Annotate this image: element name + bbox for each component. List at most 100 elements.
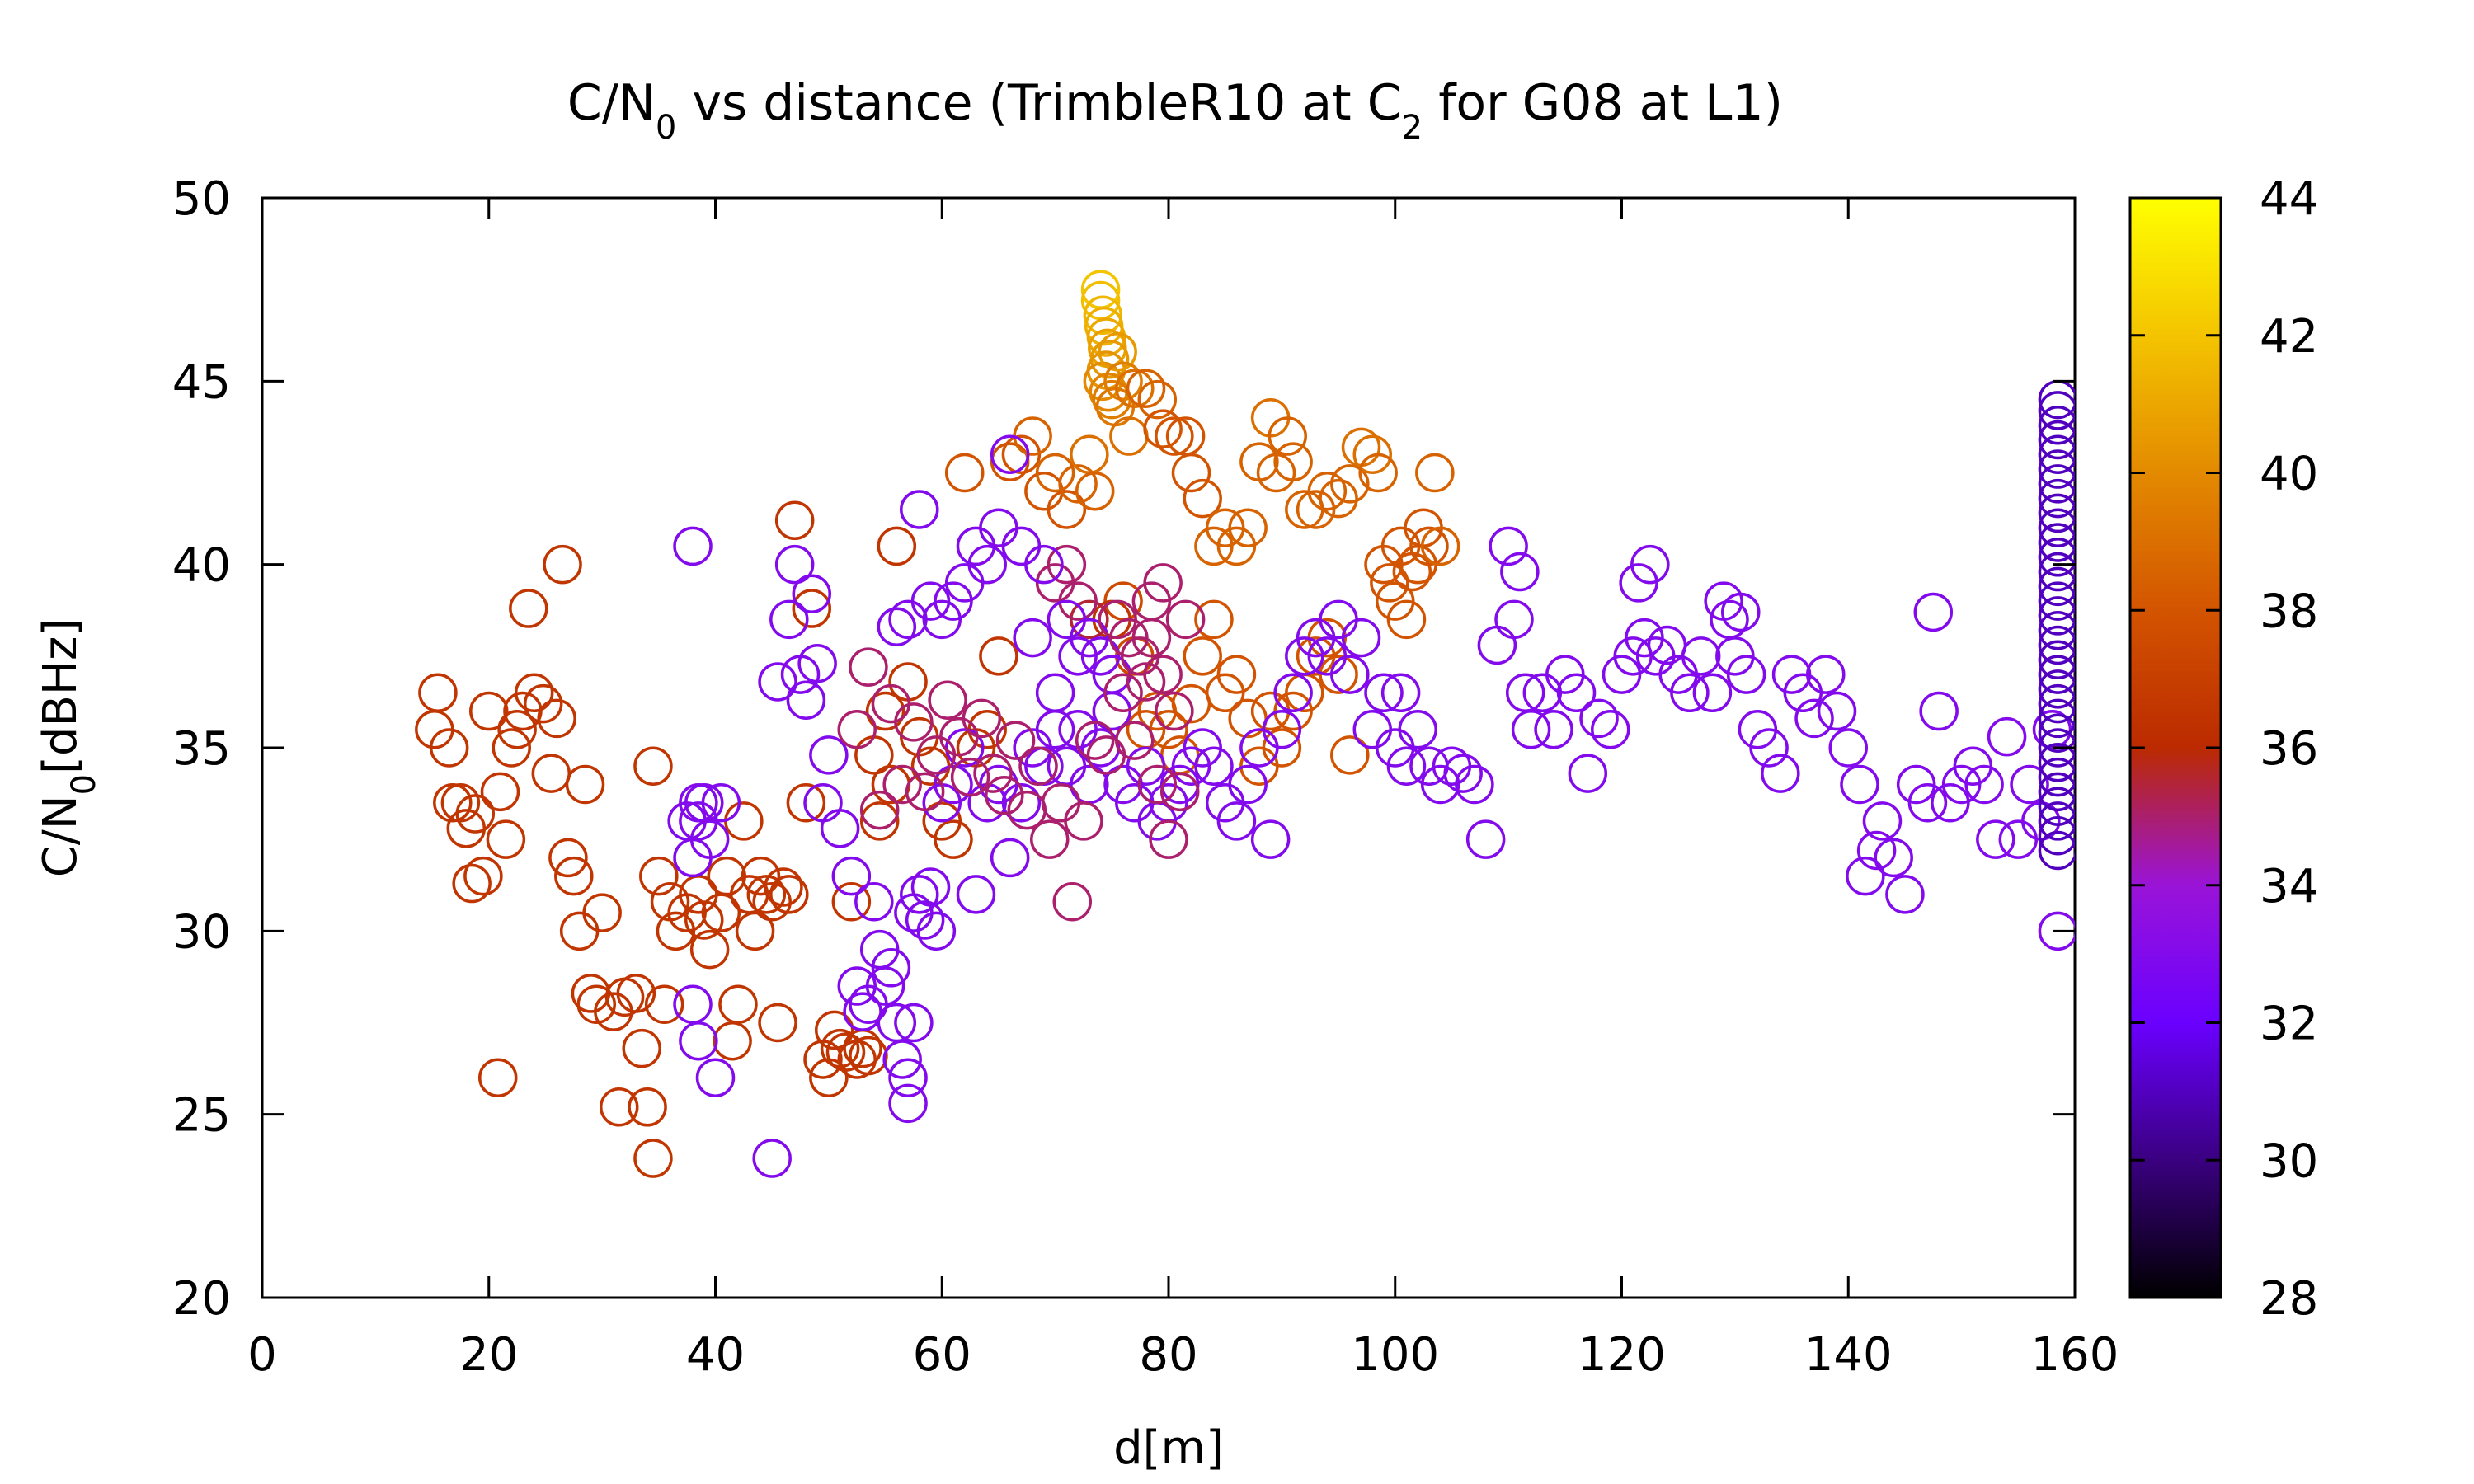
data-point bbox=[1341, 427, 1381, 467]
data-point bbox=[1047, 490, 1087, 529]
data-point bbox=[1415, 453, 1455, 493]
data-point bbox=[1987, 716, 2027, 757]
data-point bbox=[2038, 655, 2075, 694]
data-point bbox=[1579, 698, 1619, 739]
data-point bbox=[877, 607, 917, 647]
data-point bbox=[990, 838, 1030, 878]
colorbar-tick-label: 36 bbox=[2260, 722, 2318, 776]
colorbar-tick-label: 34 bbox=[2260, 860, 2318, 913]
data-point bbox=[985, 776, 1024, 815]
data-point bbox=[786, 782, 826, 823]
data-point bbox=[633, 1139, 673, 1178]
data-point bbox=[837, 710, 877, 749]
data-point bbox=[1155, 416, 1194, 456]
y-tick-label: 45 bbox=[172, 355, 231, 409]
data-point bbox=[916, 911, 957, 951]
data-point bbox=[1183, 636, 1222, 676]
data-point bbox=[910, 867, 951, 907]
data-point bbox=[1194, 599, 1234, 640]
data-point bbox=[2038, 830, 2075, 871]
data-point bbox=[1670, 673, 1710, 713]
data-point bbox=[2038, 449, 2075, 489]
data-point bbox=[2038, 552, 2075, 592]
data-point bbox=[455, 794, 496, 834]
data-point bbox=[950, 757, 990, 797]
data-point bbox=[2038, 610, 2075, 650]
data-points bbox=[415, 270, 2075, 1178]
data-point bbox=[758, 1003, 797, 1043]
data-point bbox=[724, 801, 764, 841]
data-point bbox=[1070, 434, 1109, 475]
data-point bbox=[1013, 618, 1052, 658]
x-tick-label: 100 bbox=[1351, 1328, 1439, 1382]
data-point bbox=[2038, 493, 2075, 533]
data-point bbox=[979, 508, 1018, 547]
data-point bbox=[792, 589, 832, 628]
data-point bbox=[1086, 317, 1126, 357]
data-point bbox=[1268, 416, 1307, 456]
colorbar-tick-label: 40 bbox=[2260, 448, 2318, 501]
data-point bbox=[934, 764, 973, 805]
data-point bbox=[486, 819, 526, 859]
data-point bbox=[979, 636, 1018, 676]
data-point bbox=[1075, 471, 1115, 511]
data-point bbox=[2038, 698, 2075, 739]
data-point bbox=[774, 544, 815, 585]
colorbar-axis: 28 30 32 34 36 38 40 42 44 bbox=[2130, 172, 2318, 1326]
data-point bbox=[900, 490, 939, 529]
data-point bbox=[1083, 295, 1123, 336]
data-point bbox=[1489, 526, 1528, 566]
data-point bbox=[689, 929, 730, 970]
data-point bbox=[1137, 764, 1178, 805]
data-point bbox=[1035, 710, 1075, 749]
data-point bbox=[1035, 673, 1075, 713]
data-point bbox=[849, 647, 888, 687]
data-point bbox=[2010, 764, 2049, 805]
data-point bbox=[854, 882, 894, 922]
data-point bbox=[1556, 673, 1597, 713]
data-point bbox=[554, 856, 594, 896]
data-point bbox=[928, 680, 967, 720]
data-point bbox=[679, 1021, 718, 1061]
data-point bbox=[477, 1058, 518, 1097]
data-point bbox=[1103, 361, 1143, 402]
data-point bbox=[1296, 636, 1336, 676]
x-tick-label: 40 bbox=[686, 1328, 745, 1382]
data-point bbox=[1720, 592, 1761, 632]
data-point bbox=[1630, 544, 1670, 585]
data-point bbox=[531, 754, 571, 793]
data-point bbox=[1998, 819, 2039, 859]
data-point bbox=[1568, 754, 1608, 793]
data-point bbox=[1030, 819, 1070, 859]
data-point bbox=[1856, 830, 1897, 871]
data-point bbox=[1352, 434, 1393, 475]
data-point bbox=[1183, 478, 1222, 519]
data-point bbox=[543, 544, 582, 585]
data-point bbox=[628, 1087, 667, 1127]
data-point bbox=[1828, 728, 1868, 768]
data-point bbox=[1109, 416, 1149, 456]
data-point bbox=[1126, 369, 1166, 408]
data-point bbox=[1319, 478, 1358, 519]
data-point bbox=[633, 746, 673, 786]
data-point bbox=[859, 801, 900, 841]
y-axis-label: C/N0[dBHz] bbox=[34, 618, 103, 877]
data-point bbox=[2038, 523, 2075, 562]
x-axis-label: d[m] bbox=[1113, 1421, 1224, 1475]
data-point bbox=[1681, 636, 1721, 676]
data-point bbox=[1018, 746, 1058, 786]
data-point bbox=[758, 662, 797, 702]
data-point bbox=[792, 574, 832, 613]
data-point bbox=[701, 782, 741, 823]
data-point bbox=[752, 882, 792, 922]
data-point bbox=[1149, 819, 1188, 859]
data-point bbox=[1352, 710, 1393, 749]
data-point bbox=[1103, 673, 1143, 713]
data-point bbox=[1386, 746, 1427, 786]
data-point bbox=[831, 856, 872, 896]
data-point bbox=[990, 442, 1030, 481]
data-point bbox=[1874, 838, 1913, 878]
data-point bbox=[2038, 464, 2075, 504]
data-point bbox=[1330, 735, 1370, 775]
